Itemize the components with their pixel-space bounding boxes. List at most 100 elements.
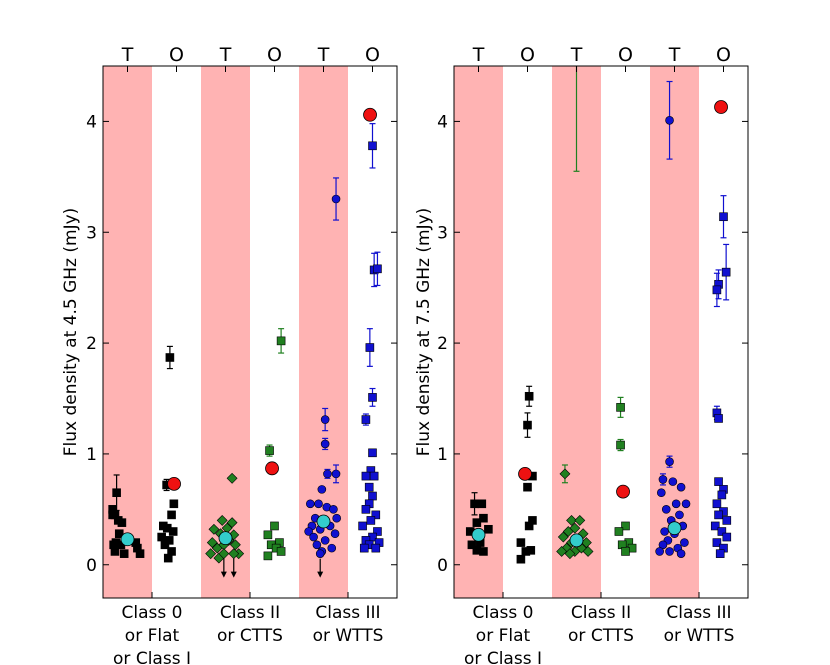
top-column-label: O [716, 44, 731, 66]
data-point [523, 482, 532, 492]
data-point [332, 513, 342, 523]
data-point [368, 491, 377, 501]
data-point [312, 540, 322, 550]
data-point [108, 510, 117, 520]
y-tick-label: 3 [86, 223, 97, 243]
category-label-line: or Flat [476, 626, 531, 646]
data-point [710, 521, 720, 531]
data-point [717, 490, 727, 500]
y-tick-label: 2 [437, 334, 448, 354]
data-point [315, 549, 325, 558]
data-point [658, 475, 668, 484]
data-point [714, 510, 723, 520]
y-tick-label: 3 [437, 223, 448, 243]
data-point [305, 499, 315, 509]
category-label-line: Class II [220, 603, 280, 623]
mean-O-point [714, 100, 728, 114]
category-label-line: or Class I [464, 649, 542, 665]
data-point [320, 415, 330, 424]
data-point [276, 336, 286, 346]
data-point [472, 518, 482, 527]
category-label-line: or WTTS [664, 626, 735, 646]
top-column-label: O [618, 44, 633, 66]
y-axis-label: Flux density at 7.5 GHz (mJy) [414, 208, 434, 457]
data-point [205, 548, 217, 560]
data-point [160, 540, 170, 550]
data-point [110, 547, 120, 556]
shaded-column [650, 66, 699, 598]
data-point [574, 514, 586, 526]
category-label-line: or WTTS [313, 626, 384, 646]
data-point [516, 554, 526, 564]
data-point [309, 532, 318, 542]
data-point [119, 549, 129, 558]
data-point [371, 510, 381, 520]
data-point [216, 514, 228, 526]
data-point [621, 547, 630, 556]
mean-O-point [265, 461, 279, 476]
data-point [722, 516, 732, 525]
top-column-label: T [121, 44, 134, 66]
data-point [263, 551, 273, 561]
category-label-line: Class 0 [122, 603, 183, 623]
mean-O-point [363, 107, 377, 122]
panel-7p5ghz: 0 1 2 3 4 Flux density at 7.5 GHz (mJy) T O T O T O… [414, 44, 749, 665]
data-point [470, 499, 479, 509]
category-label-line: Class III [666, 603, 731, 623]
y-tick-label: 2 [86, 334, 97, 354]
data-point [317, 485, 327, 494]
data-point [263, 530, 273, 540]
data-point [484, 524, 493, 534]
data-point [226, 472, 238, 484]
data-point [329, 505, 338, 514]
data-point [714, 477, 723, 486]
mean-T-point [316, 514, 331, 529]
data-point [361, 471, 371, 481]
data-point [165, 353, 175, 362]
data-point [331, 469, 341, 479]
data-point [331, 194, 341, 204]
data-point [208, 523, 220, 535]
data-point [715, 549, 725, 558]
data-point [114, 529, 124, 539]
data-point [169, 499, 179, 509]
data-point [582, 546, 594, 557]
data-point [276, 547, 286, 556]
data-point [557, 531, 569, 543]
mean-O-point [518, 466, 532, 481]
data-point [712, 538, 722, 547]
data-point [270, 521, 279, 531]
data-point [564, 548, 576, 560]
data-point [361, 505, 371, 514]
data-point [526, 546, 536, 555]
category-label-line: or Class I [113, 649, 191, 665]
category-label-line: Class 0 [473, 603, 534, 623]
y-tick-label: 4 [86, 112, 97, 132]
data-point [566, 514, 577, 526]
shaded-column [201, 66, 250, 598]
mean-T-point [471, 527, 486, 542]
data-point [368, 393, 377, 402]
data-point [516, 538, 526, 547]
data-point [524, 391, 534, 401]
data-point [323, 469, 332, 479]
data-point [668, 477, 678, 486]
data-point [314, 499, 323, 509]
top-column-label: O [267, 44, 282, 66]
upper-limit-arrowhead [317, 571, 324, 578]
data-point [665, 457, 674, 466]
data-point [523, 420, 532, 430]
data-point [229, 539, 241, 551]
data-point [304, 527, 313, 536]
mean-O-point [167, 476, 181, 491]
data-point [265, 446, 274, 455]
data-point [330, 529, 340, 539]
data-point [556, 546, 568, 557]
data-point [163, 553, 173, 563]
mean-T-point [218, 531, 233, 546]
data-point [712, 285, 722, 295]
y-tick-label: 0 [86, 556, 97, 576]
data-point [621, 521, 630, 531]
data-point [717, 527, 727, 536]
data-point [671, 499, 681, 509]
